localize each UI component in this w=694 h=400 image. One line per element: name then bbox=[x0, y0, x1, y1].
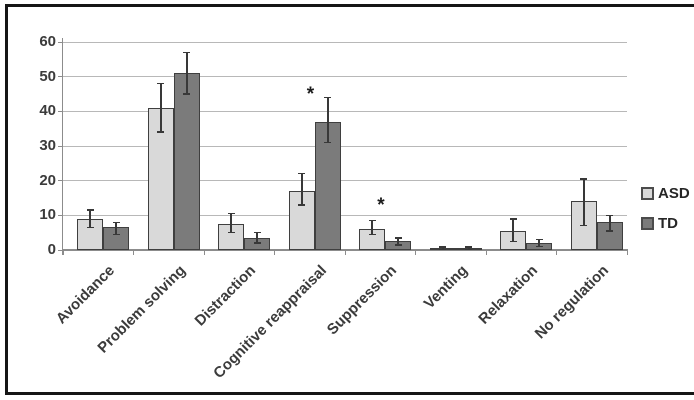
error-bar-cap bbox=[157, 131, 164, 133]
y-gridline bbox=[63, 180, 627, 182]
error-bar-cap bbox=[439, 246, 446, 248]
error-bar-cap bbox=[509, 218, 517, 220]
error-bar-cap bbox=[227, 231, 235, 234]
error-bar bbox=[89, 210, 91, 228]
error-bar-cap bbox=[394, 244, 402, 246]
error-bar-cap bbox=[112, 221, 120, 224]
legend-item-td: TD bbox=[641, 215, 690, 232]
y-tick-label: 20 bbox=[39, 171, 56, 189]
error-bar-cap bbox=[324, 141, 331, 144]
error-bar bbox=[371, 220, 373, 235]
y-axis-tick bbox=[58, 145, 63, 147]
error-bar-cap bbox=[86, 226, 94, 229]
y-axis-tick bbox=[58, 249, 63, 251]
error-bar-cap bbox=[394, 237, 402, 239]
error-bar-cap bbox=[465, 246, 472, 248]
y-gridline bbox=[63, 76, 627, 78]
y-tick-label: 0 bbox=[47, 241, 56, 258]
bar-td bbox=[173, 73, 200, 250]
x-axis-tick bbox=[485, 250, 487, 255]
error-bar-cap bbox=[509, 240, 517, 243]
x-axis-tick bbox=[626, 250, 628, 255]
error-bar bbox=[300, 173, 303, 205]
error-bar-cap bbox=[368, 233, 376, 236]
error-bar-cap bbox=[606, 230, 613, 232]
category-label: Suppression bbox=[324, 262, 401, 339]
y-axis-tick bbox=[58, 214, 63, 216]
legend-swatch-icon bbox=[641, 187, 654, 200]
legend-swatch-icon bbox=[641, 217, 654, 230]
figure-border bbox=[5, 4, 694, 395]
x-axis-tick bbox=[415, 250, 416, 255]
category-label: Venting bbox=[420, 262, 471, 313]
y-axis-tick bbox=[58, 180, 63, 182]
error-bar-cap bbox=[465, 248, 472, 251]
error-bar bbox=[397, 237, 399, 245]
error-bar-cap bbox=[183, 51, 190, 54]
error-bar bbox=[230, 213, 232, 233]
error-bar-cap bbox=[580, 178, 587, 180]
error-bar bbox=[256, 232, 258, 244]
error-bar-cap bbox=[157, 82, 164, 85]
error-bar-cap bbox=[535, 245, 543, 248]
y-axis-tick bbox=[58, 41, 63, 43]
legend: ASD TD bbox=[641, 185, 690, 245]
y-tick-label: 30 bbox=[39, 137, 56, 154]
error-bar-cap bbox=[368, 219, 376, 222]
y-tick-label: 50 bbox=[39, 67, 56, 85]
legend-label: ASD bbox=[658, 185, 690, 202]
error-bar-cap bbox=[183, 93, 190, 95]
error-bar-cap bbox=[298, 204, 305, 206]
significance-asterisk: * bbox=[377, 194, 385, 216]
error-bar bbox=[115, 222, 117, 235]
error-bar-cap bbox=[606, 214, 613, 217]
error-bar bbox=[185, 52, 188, 94]
error-bar-cap bbox=[439, 248, 446, 251]
error-bar-cap bbox=[580, 224, 587, 227]
y-axis-tick bbox=[58, 110, 63, 112]
category-label: Relaxation bbox=[475, 262, 542, 328]
x-axis-tick bbox=[274, 250, 275, 255]
error-bar bbox=[441, 247, 444, 250]
error-bar bbox=[326, 97, 329, 143]
y-axis-line bbox=[62, 38, 63, 255]
error-bar bbox=[538, 239, 540, 247]
x-axis-tick bbox=[344, 250, 346, 255]
error-bar-cap bbox=[112, 233, 120, 236]
x-axis-tick bbox=[556, 250, 557, 255]
error-bar-cap bbox=[253, 231, 261, 234]
y-gridline bbox=[63, 145, 627, 147]
significance-asterisk: * bbox=[306, 83, 315, 105]
legend-item-asd: ASD bbox=[641, 185, 690, 202]
y-tick-label: 10 bbox=[39, 206, 56, 224]
error-bar-cap bbox=[86, 209, 94, 211]
error-bar bbox=[512, 218, 514, 242]
category-label: Avoidance bbox=[52, 262, 119, 328]
y-gridline bbox=[63, 110, 627, 112]
error-bar bbox=[467, 247, 470, 250]
category-label: Distraction bbox=[191, 262, 260, 330]
y-axis-tick bbox=[58, 76, 63, 78]
error-bar-cap bbox=[253, 242, 261, 244]
error-bar bbox=[159, 83, 162, 133]
error-bar-cap bbox=[227, 212, 235, 215]
legend-label: TD bbox=[658, 215, 678, 232]
y-tick-label: 60 bbox=[39, 33, 56, 50]
category-label: No regulation bbox=[531, 262, 612, 343]
error-bar bbox=[582, 178, 585, 226]
error-bar-cap bbox=[298, 172, 305, 175]
error-bar-cap bbox=[535, 238, 543, 241]
error-bar bbox=[608, 215, 611, 231]
x-axis-tick bbox=[203, 250, 205, 255]
x-axis-tick bbox=[133, 250, 134, 255]
error-bar-cap bbox=[324, 96, 331, 99]
y-gridline bbox=[63, 214, 627, 216]
y-tick-label: 40 bbox=[39, 102, 56, 120]
y-gridline bbox=[63, 41, 627, 43]
x-axis-tick bbox=[62, 250, 64, 255]
